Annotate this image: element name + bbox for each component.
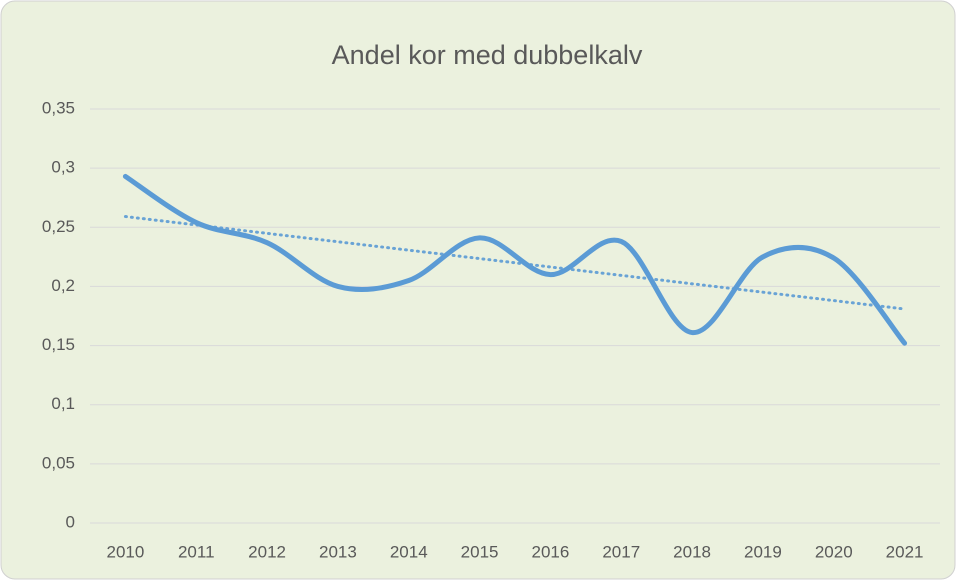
- x-tick-label: 2021: [886, 542, 924, 561]
- y-tick-label: 0,3: [51, 158, 75, 177]
- x-tick-label: 2016: [532, 542, 570, 561]
- x-tick-label: 2018: [673, 542, 711, 561]
- x-tick-label: 2017: [602, 542, 640, 561]
- x-tick-label: 2012: [248, 542, 286, 561]
- y-tick-label: 0: [66, 512, 75, 531]
- x-tick-label: 2020: [815, 542, 853, 561]
- chart-title: Andel kor med dubbelkalv: [332, 40, 643, 70]
- trendline: [123, 215, 907, 311]
- y-tick-label: 0,2: [51, 276, 75, 295]
- x-tick-label: 2015: [461, 542, 499, 561]
- x-tick-label: 2013: [319, 542, 357, 561]
- y-tick-label: 0,05: [42, 453, 75, 472]
- x-tick-label: 2019: [744, 542, 782, 561]
- x-tick-label: 2010: [107, 542, 145, 561]
- y-tick-label: 0,15: [42, 335, 75, 354]
- y-tick-label: 0,1: [51, 394, 75, 413]
- x-tick-label: 2014: [390, 542, 428, 561]
- y-tick-label: 0,25: [42, 217, 75, 236]
- line: [122, 173, 908, 346]
- y-tick-label: 0,35: [42, 98, 75, 117]
- x-tick-label: 2011: [178, 542, 215, 561]
